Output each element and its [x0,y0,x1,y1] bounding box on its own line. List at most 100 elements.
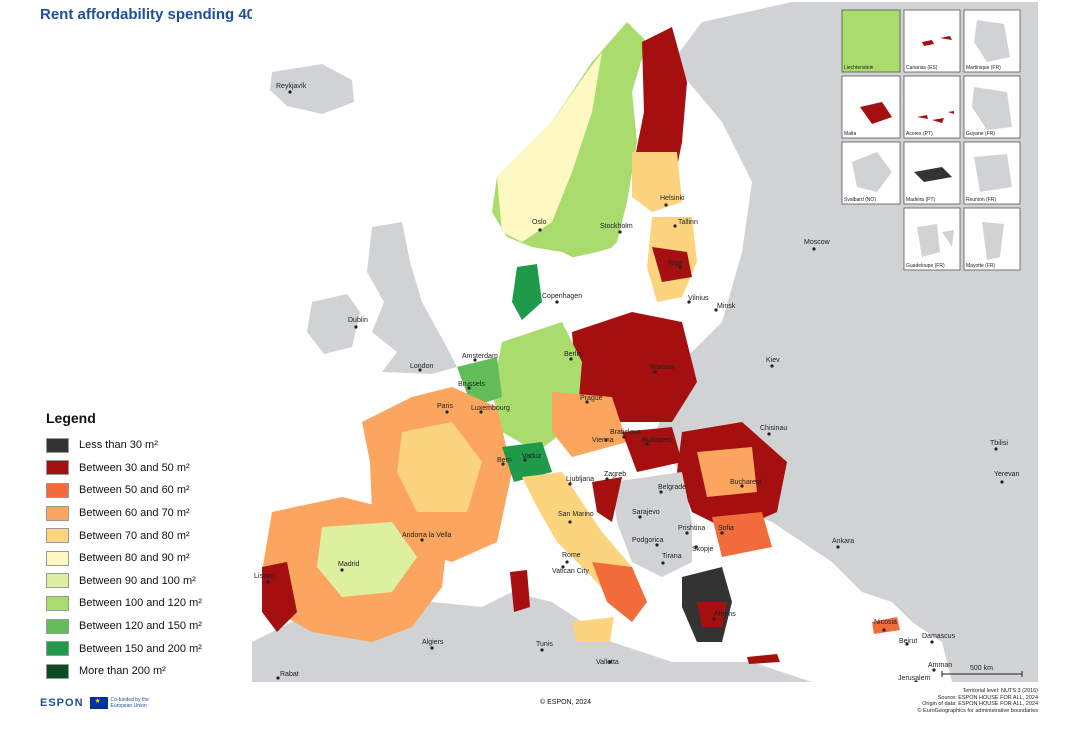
svg-text:Oslo: Oslo [532,219,547,226]
svg-text:Kiev: Kiev [766,357,780,364]
denmark [512,264,542,320]
crete [747,654,780,664]
svg-text:San Marino: San Marino [558,511,594,518]
eu-flag-icon [89,697,108,709]
inset-malta: Malta [841,75,901,139]
sicily [572,617,614,642]
svg-text:Prishtina: Prishtina [678,525,705,532]
svg-text:Amman: Amman [928,662,952,669]
svg-text:Liechtenstein: Liechtenstein [844,65,874,71]
legend-item: Between 50 and 60 m² [46,479,246,502]
iceland [270,64,354,114]
inset-svalbard: Svalbard (NO) [841,141,901,205]
svg-text:Tallinn: Tallinn [678,219,698,226]
great-britain [367,222,457,374]
legend-swatch [46,528,69,544]
inset-liechtenstein: Liechtenstein [841,9,901,73]
norway-coast [497,52,602,242]
inset-panels: Liechtenstein Canarias (ES) Martinique (… [841,9,1021,271]
svg-text:Algiers: Algiers [422,639,444,646]
svg-text:Copenhagen: Copenhagen [542,293,582,300]
svg-text:Belgrade: Belgrade [658,484,686,491]
sardinia [510,570,530,612]
legend-item: Between 60 and 70 m² [46,502,246,525]
legend-item: Between 30 and 50 m² [46,457,246,480]
legend-label: Between 50 and 60 m² [79,484,190,497]
svg-text:Tunis: Tunis [536,641,553,648]
inset-acores: Acores (PT) [903,75,961,139]
legend-swatch [46,505,69,521]
ireland [307,294,360,354]
balkans [612,472,692,577]
inset-mayotte: Mayotte (FR) [963,207,1021,271]
legend-swatch [46,437,69,453]
svg-text:Brussels: Brussels [458,381,485,388]
legend-items: Less than 30 m² Between 30 and 50 m² Betwe… [46,434,246,683]
svg-text:500 km: 500 km [970,665,993,672]
legend-title: Legend [46,410,96,426]
svg-text:Tirana: Tirana [662,553,682,560]
svg-text:Rome: Rome [562,552,581,559]
svg-text:Vienna: Vienna [592,437,614,444]
espon-wordmark: ESPON [40,697,84,709]
legend-label: Between 90 and 100 m² [79,574,196,587]
legend-swatch [46,618,69,634]
svg-text:Sofia: Sofia [718,525,734,532]
espon-logo: ESPON Co-funded by the European Union [40,697,163,709]
svg-text:Skopje: Skopje [692,546,714,553]
legend-label: Between 150 and 200 m² [79,642,202,655]
svg-text:Guadeloupe (FR): Guadeloupe (FR) [906,263,945,269]
map-canvas[interactable]: Reykjavík Oslo Stockholm Helsinki Tallin… [252,2,1038,682]
svg-text:Andorra la Vella: Andorra la Vella [402,532,452,539]
legend-swatch [46,550,69,566]
baltics-red [652,247,692,282]
svg-text:Reykjavík: Reykjavík [276,83,307,90]
europe-map: Reykjavík Oslo Stockholm Helsinki Tallin… [252,2,1038,682]
svg-text:Athens: Athens [714,611,736,618]
svg-text:Reunion (FR): Reunion (FR) [966,197,996,203]
cyprus [872,617,900,634]
inset-canarias: Canarias (ES) [903,9,961,73]
switzerland [502,442,552,482]
finland-south [632,152,682,212]
inset-martinique: Martinique (FR) [963,9,1021,73]
note-line: Source: ESPON HOUSE FOR ALL, 2024 [937,694,1038,701]
svg-text:London: London [410,363,433,370]
inset-guadeloupe: Guadeloupe (FR) [903,207,961,271]
legend-swatch [46,595,69,611]
legend-swatch [46,460,69,476]
source-notes: Territorial level: NUTS 3 (2016) Source:… [917,688,1038,714]
legend-item: Between 150 and 200 m² [46,637,246,660]
austria-czech [552,392,627,457]
svg-text:Vaduz: Vaduz [522,453,542,460]
legend-label: Between 80 and 90 m² [79,552,190,565]
svg-text:Malta: Malta [844,131,856,137]
svg-text:Jerusalem: Jerusalem [898,675,930,682]
scale-bar: 500 km [941,665,1023,677]
svg-text:Riga: Riga [668,260,683,267]
legend-label: Between 120 and 150 m² [79,620,202,633]
svg-text:Berlin: Berlin [564,351,582,358]
svg-text:Stockholm: Stockholm [600,223,633,230]
legend-swatch [46,663,69,679]
svg-text:Mayotte (FR): Mayotte (FR) [966,263,996,269]
svg-text:Yerevan: Yerevan [994,471,1020,478]
svg-text:Podgorica: Podgorica [632,537,664,544]
city-labels: Reykjavík Oslo Stockholm Helsinki Tallin… [254,83,1020,682]
svg-text:Moscow: Moscow [804,239,831,246]
svg-text:Minsk: Minsk [717,303,736,310]
legend-item: Less than 30 m² [46,434,246,457]
note-line: Territorial level: NUTS 3 (2016) [962,688,1039,694]
svg-text:Beirut: Beirut [899,638,917,645]
svg-text:Prague: Prague [580,395,603,402]
grey-landmass-africa [252,592,812,682]
svg-text:Zagreb: Zagreb [604,471,626,478]
svg-text:Amsterdam: Amsterdam [462,353,498,360]
legend-swatch [46,482,69,498]
baltic-sea [552,242,647,307]
svg-text:Chisinau: Chisinau [760,425,787,432]
legend-swatch [46,573,69,589]
legend-item: Between 120 and 150 m² [46,615,246,638]
legend-item: More than 200 m² [46,660,246,683]
svg-text:Ljubljana: Ljubljana [566,476,594,483]
